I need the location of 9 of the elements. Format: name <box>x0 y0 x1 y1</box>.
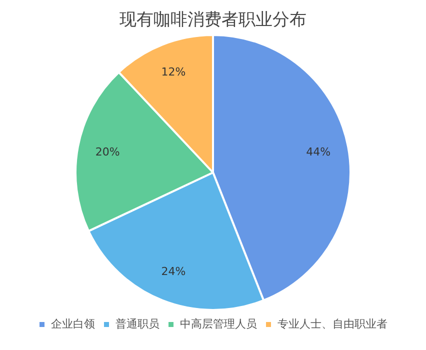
legend-label: 普通职员 <box>116 317 160 330</box>
data-label: 20% <box>95 145 120 158</box>
legend-label: 中高层管理人员 <box>180 317 257 330</box>
legend-label: 专业人士、自由职业者 <box>278 317 388 330</box>
legend-label: 企业白领 <box>51 317 95 330</box>
data-label: 24% <box>161 265 186 278</box>
chart-title: 现有咖啡消费者职业分布 <box>118 9 308 31</box>
data-label: 12% <box>161 66 186 79</box>
data-label: 44% <box>306 145 331 158</box>
